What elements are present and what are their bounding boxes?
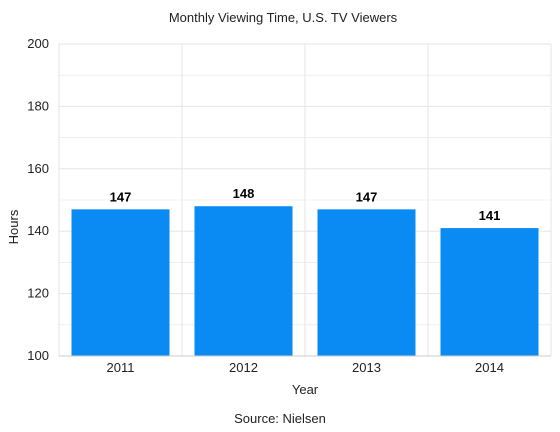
axes: 100 120 140 160 180 200 2011 2012 2013 2014	[27, 36, 551, 375]
source-note: Source: Nielsen	[234, 411, 326, 426]
x-axis-title: Year	[292, 382, 319, 397]
y-tick-label: 100	[27, 348, 49, 363]
x-tick-label: 2012	[229, 360, 258, 375]
chart-title: Monthly Viewing Time, U.S. TV Viewers	[169, 10, 398, 25]
data-label: 141	[479, 208, 501, 223]
y-tick-label: 120	[27, 286, 49, 301]
bars: 147 148 147 141	[71, 186, 539, 356]
y-tick-label: 180	[27, 98, 49, 113]
x-tick-label: 2014	[475, 360, 504, 375]
x-tick-label: 2011	[107, 360, 135, 375]
x-tick-label: 2013	[352, 360, 381, 375]
bar-2014	[440, 228, 539, 356]
data-label: 147	[356, 189, 378, 204]
y-tick-label: 160	[27, 161, 49, 176]
data-label: 147	[110, 189, 132, 204]
bar-2013	[317, 209, 416, 356]
y-tick-label: 140	[27, 223, 49, 238]
y-tick-label: 200	[27, 36, 49, 51]
gridlines	[58, 43, 552, 357]
y-axis-title: Hours	[6, 209, 21, 244]
bar-2011	[71, 209, 170, 356]
data-label: 148	[233, 186, 255, 201]
bar-2012	[194, 206, 293, 356]
